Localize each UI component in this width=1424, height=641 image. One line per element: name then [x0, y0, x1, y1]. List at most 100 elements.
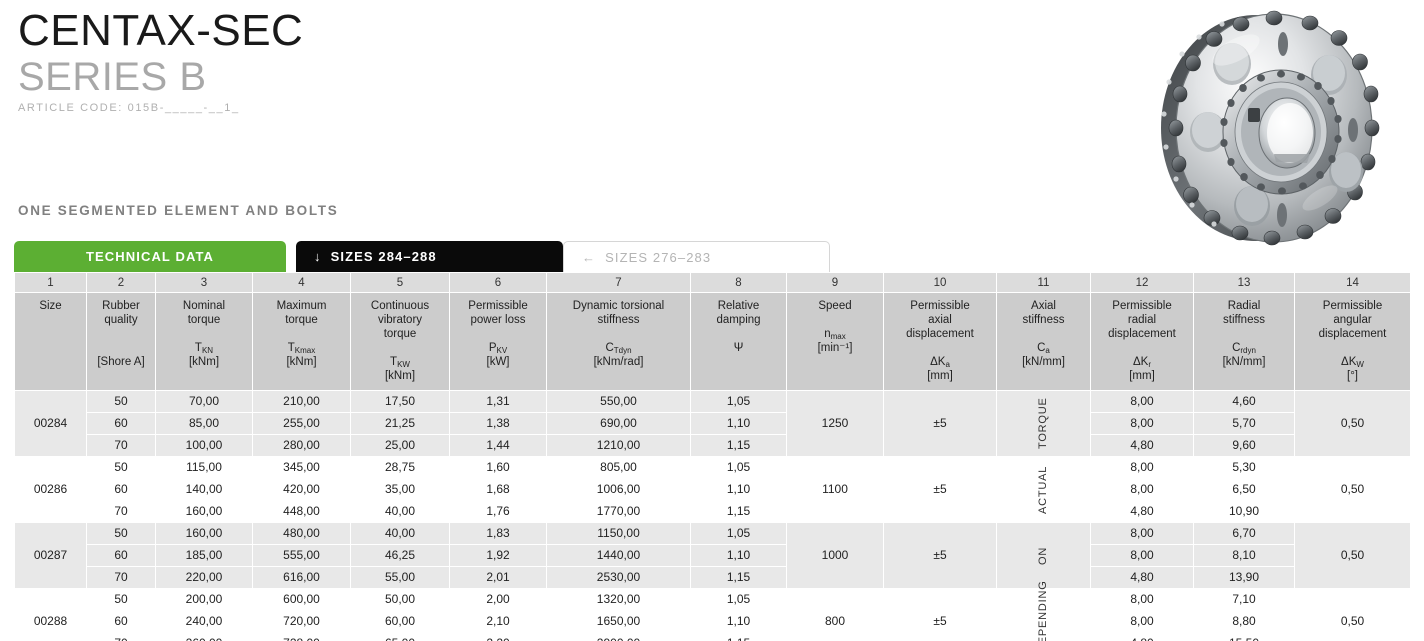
column-header-unit: [kN/mm]: [1022, 356, 1065, 369]
cell-radial-stiffness: 10,90: [1193, 500, 1295, 523]
cell-permissible-radial-displacement: 4,80: [1090, 434, 1194, 457]
table-row: 70 100,00 280,00 25,00 1,44 1210,00 1,15 4,80 9,…: [15, 434, 1411, 457]
cell-dynamic-torsional-stiffness: 550,00: [546, 390, 691, 413]
cell-radial-stiffness: 7,10: [1193, 588, 1295, 611]
cell-nominal-torque: 220,00: [155, 566, 253, 589]
cell-rubber-quality: 70: [86, 434, 156, 457]
column-number-6: 6: [449, 272, 547, 293]
cell-relative-damping: 1,15: [690, 632, 787, 641]
column-header-name: Permissible angular displacement: [1318, 300, 1387, 341]
column-number-12: 12: [1090, 272, 1194, 293]
cell-dynamic-torsional-stiffness: 2900,00: [546, 632, 691, 641]
table-row: 00288 50 200,00 600,00 50,00 2,00 1320,00 1,05 8…: [14, 580, 1411, 641]
coupling-icon: [1161, 10, 1380, 246]
cell-maximum-torque: 555,00: [252, 544, 351, 567]
column-header-14: Permissible angular displacement ΔKW [°]: [1294, 292, 1411, 391]
column-header-symbol: nmax: [824, 328, 846, 342]
cell-nominal-torque: 70,00: [155, 390, 253, 413]
cell-axial-stiffness-note: TORQUE: [996, 390, 1091, 457]
column-header-symbol: TKN: [194, 342, 214, 356]
cell-rubber-quality: 70: [86, 632, 156, 641]
cell-continuous-vibratory-torque: 50,00: [350, 588, 450, 611]
axial-stiffness-note-wrap: ACTUAL: [997, 458, 1090, 521]
cell-dynamic-torsional-stiffness: 1770,00: [546, 500, 691, 523]
arrow-down-icon: ↓: [314, 249, 322, 264]
page-subtitle: SERIES B: [18, 55, 207, 100]
cell-nominal-torque: 115,00: [155, 456, 253, 479]
cell-permissible-axial-displacement: ±5: [883, 522, 997, 589]
tab-sizes-284-288-label: SIZES 284–288: [330, 249, 437, 264]
cell-nominal-torque: 100,00: [155, 434, 253, 457]
column-header-symbol: CTdyn: [605, 342, 632, 356]
table-head: 1 2 3 4 5 6 7 8 9 10 11 12 13 14 Size Rubber quality […: [14, 272, 1411, 391]
column-header-name: Permissible radial displacement: [1108, 300, 1176, 341]
column-header-unit: [°]: [1347, 370, 1358, 383]
column-header-5: Continuous vibratory torque TKW [kNm]: [350, 292, 450, 391]
column-header-unit: [kN/mm]: [1222, 356, 1266, 369]
column-number-10: 10: [883, 272, 997, 293]
cell-radial-stiffness: 6,50: [1193, 478, 1295, 501]
column-header-symbol: ΔKa: [930, 356, 950, 370]
cell-radial-stiffness: 4,60: [1193, 390, 1295, 413]
cell-speed: 1100: [786, 456, 884, 523]
column-header-11: Axial stiffness Ca [kN/mm]: [996, 292, 1091, 391]
column-number-8: 8: [690, 272, 787, 293]
column-number-7: 7: [546, 272, 691, 293]
title-block: CENTAX-SEC SERIES B ARTICLE CODE: 015B-_…: [18, 7, 303, 115]
column-header-4: Maximum torque TKmax [kNm]: [252, 292, 351, 391]
cell-nominal-torque: 185,00: [155, 544, 253, 567]
cell-maximum-torque: 210,00: [252, 390, 351, 413]
cell-relative-damping: 1,05: [690, 588, 787, 611]
tab-technical-data[interactable]: TECHNICAL DATA: [14, 241, 286, 272]
cell-permissible-angular-displacement: 0,50: [1294, 588, 1411, 641]
cell-rubber-quality: 60: [86, 544, 156, 567]
cell-permissible-radial-displacement: 8,00: [1090, 478, 1194, 501]
table-row: 70260,00728,0065,002,202900,001,15 4,8015…: [15, 632, 1411, 641]
cell-rubber-quality: 50: [86, 588, 156, 611]
column-number-9: 9: [786, 272, 884, 293]
tab-sizes-276-283[interactable]: ← SIZES 276–283: [563, 241, 830, 272]
column-header-symbol: Ca: [1037, 342, 1050, 356]
column-header-3: Nominal torque TKN [kNm]: [155, 292, 253, 391]
cell-continuous-vibratory-torque: 35,00: [350, 478, 450, 501]
column-header-2: Rubber quality [Shore A]: [86, 292, 156, 391]
cell-maximum-torque: 600,00: [252, 588, 351, 611]
arrow-left-icon: ←: [582, 249, 597, 265]
column-header-name: Radial stiffness: [1223, 300, 1265, 327]
cell-radial-stiffness: 13,90: [1193, 566, 1295, 589]
column-number-4: 4: [252, 272, 351, 293]
column-header-unit: [693, 355, 784, 369]
tab-technical-data-label: TECHNICAL DATA: [85, 249, 215, 264]
column-header-symbol: ΔKW: [1341, 356, 1364, 370]
cell-maximum-torque: 255,00: [252, 412, 351, 435]
cell-continuous-vibratory-torque: 55,00: [350, 566, 450, 589]
cell-relative-damping: 1,10: [690, 544, 787, 567]
cell-relative-damping: 1,10: [690, 412, 787, 435]
cell-dynamic-torsional-stiffness: 690,00: [546, 412, 691, 435]
cell-continuous-vibratory-torque: 40,00: [350, 522, 450, 545]
column-header-symbol: TKW: [390, 356, 410, 370]
column-header-name: Permissible power loss: [468, 300, 528, 327]
cell-permissible-power-loss: 1,31: [449, 390, 547, 413]
cell-radial-stiffness: 6,70: [1193, 522, 1295, 545]
column-header-unit: [kW]: [486, 356, 510, 369]
column-header-6: Permissible power loss PKV [kW]: [449, 292, 547, 391]
article-code: ARTICLE CODE: 015B-_____-__1_: [18, 102, 240, 115]
column-number-11: 11: [996, 272, 1091, 293]
cell-permissible-power-loss: 1,92: [449, 544, 547, 567]
cell-permissible-radial-displacement: 4,80: [1090, 566, 1194, 589]
cell-permissible-power-loss: 1,60: [449, 456, 547, 479]
cell-nominal-torque: 240,00: [155, 610, 253, 633]
cell-radial-stiffness: 5,30: [1193, 456, 1295, 479]
cell-relative-damping: 1,05: [690, 522, 787, 545]
table-row: 00287 50 160,00 480,00 40,00 1,83 1150,00 1,05 1…: [14, 522, 1411, 589]
cell-radial-stiffness: 5,70: [1193, 412, 1295, 435]
technical-data-table: 1 2 3 4 5 6 7 8 9 10 11 12 13 14 Size Rubber quality […: [14, 272, 1411, 641]
column-header-symbol: [89, 341, 153, 355]
cell-continuous-vibratory-torque: 60,00: [350, 610, 450, 633]
cell-rubber-quality: 60: [86, 478, 156, 501]
column-header-symbol: TKmax: [287, 342, 316, 356]
cell-nominal-torque: 200,00: [155, 588, 253, 611]
table-body: 00284 50 70,00 210,00 17,50 1,31 550,00 1,05 125…: [14, 390, 1411, 641]
tab-sizes-284-288[interactable]: ↓ SIZES 284–288: [296, 241, 563, 272]
